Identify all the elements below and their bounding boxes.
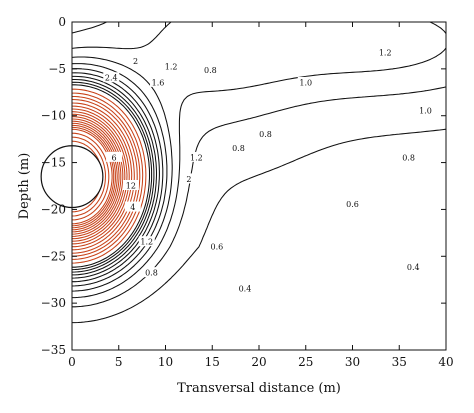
contour-label: 0.4	[407, 263, 420, 272]
contour-label-bg	[202, 64, 219, 75]
x-tick-label: 35	[392, 355, 407, 369]
contour-label-bg	[405, 261, 422, 272]
contour-label: 0.6	[346, 200, 359, 209]
contour-line	[71, 88, 147, 264]
contour-line	[71, 136, 107, 217]
contour-lines	[71, 21, 447, 324]
x-tick-label: 25	[298, 355, 313, 369]
contour-line	[71, 78, 155, 273]
contour-label-bg	[103, 72, 120, 83]
contour-label: 4	[130, 203, 135, 212]
contour-label: 1.2	[379, 48, 392, 57]
contour-label: 6	[112, 153, 117, 162]
contour-line	[71, 21, 447, 299]
contour-label: 0.6	[211, 242, 224, 251]
y-tick-label: −25	[41, 249, 66, 263]
x-tick-label: 0	[68, 355, 76, 369]
y-tick-label: −5	[48, 62, 66, 76]
x-tick-label: 5	[115, 355, 123, 369]
contour-line	[71, 63, 168, 287]
contour-label: 0.4	[239, 285, 252, 294]
contour-label-bg	[236, 283, 253, 294]
contour-line	[71, 84, 151, 268]
y-tick-label: −30	[41, 296, 66, 310]
contour-line	[71, 56, 173, 292]
contour-line	[71, 75, 158, 276]
contour-label: 0.8	[402, 153, 415, 162]
contour-line	[71, 81, 153, 271]
contour-label: 1.2	[165, 62, 178, 71]
contour-label-bg	[180, 173, 197, 184]
x-tick-label: 20	[251, 355, 266, 369]
contour-line	[71, 98, 138, 254]
y-tick-label: 0	[58, 15, 66, 29]
contour-line	[71, 120, 120, 233]
x-tick-label: 10	[158, 355, 173, 369]
contour-line	[71, 95, 141, 257]
contour-label: 2	[133, 57, 138, 66]
contour-label: 1.2	[140, 238, 153, 247]
contour-line	[71, 118, 122, 235]
contour-label: 12	[126, 182, 136, 191]
contour-label-bg	[122, 180, 139, 190]
contour-label-bg	[124, 201, 141, 212]
contour-label: 0.8	[204, 66, 217, 75]
contour-label-bg	[417, 105, 434, 116]
y-tick-label: −10	[41, 109, 66, 123]
contour-label-bg	[150, 76, 167, 87]
axis-ticks: 0 5 10 15 20 25 30 35 40 0 −5 −10 −15 −20 −25 −30 −35	[41, 15, 454, 369]
contour-label: 2	[186, 175, 191, 184]
contour-label-bg	[127, 55, 144, 66]
contour-label: 1.0	[299, 78, 312, 87]
contour-label-bg	[377, 46, 394, 57]
contour-label: 0.8	[259, 130, 272, 139]
contour-label-bg	[400, 151, 417, 162]
contour-label-bg	[344, 198, 361, 209]
contour-label: 0.8	[232, 144, 245, 153]
contour-label-bg	[106, 151, 123, 162]
y-axis-title: Depth (m)	[17, 153, 32, 220]
contour-label-bg	[163, 60, 180, 71]
y-tick-label: −35	[41, 343, 66, 357]
contour-label: 2.4	[105, 74, 118, 83]
contour-line	[71, 116, 124, 237]
x-tick-label: 30	[345, 355, 360, 369]
y-tick-label: −15	[41, 156, 66, 170]
contour-label-bg	[188, 151, 205, 162]
contour-label-bg	[208, 240, 225, 251]
contour-label: 1.6	[152, 78, 165, 87]
contour-line	[71, 21, 447, 308]
x-axis-title: Transversal distance (m)	[177, 381, 341, 396]
contour-line	[71, 92, 144, 260]
x-tick-label: 40	[438, 355, 453, 369]
y-tick-label: −20	[41, 202, 66, 216]
contour-label-bg	[143, 267, 160, 278]
contour-label: 1.2	[190, 153, 203, 162]
contour-line	[71, 126, 115, 227]
contour-line	[71, 128, 447, 324]
contour-line	[71, 124, 116, 229]
contour-label: 1.0	[419, 107, 432, 116]
contour-line	[71, 132, 110, 221]
contour-label-bg	[257, 128, 274, 139]
contour-label-bg	[297, 76, 314, 87]
contour-labels: 0.40.40.60.60.80.80.80.80.81.01.01.21.21…	[103, 46, 434, 294]
contour-label-bg	[138, 236, 155, 247]
contour-label-bg	[230, 142, 247, 153]
contour-line	[71, 122, 118, 231]
contour-label: 0.8	[145, 269, 158, 278]
x-tick-label: 15	[205, 355, 220, 369]
